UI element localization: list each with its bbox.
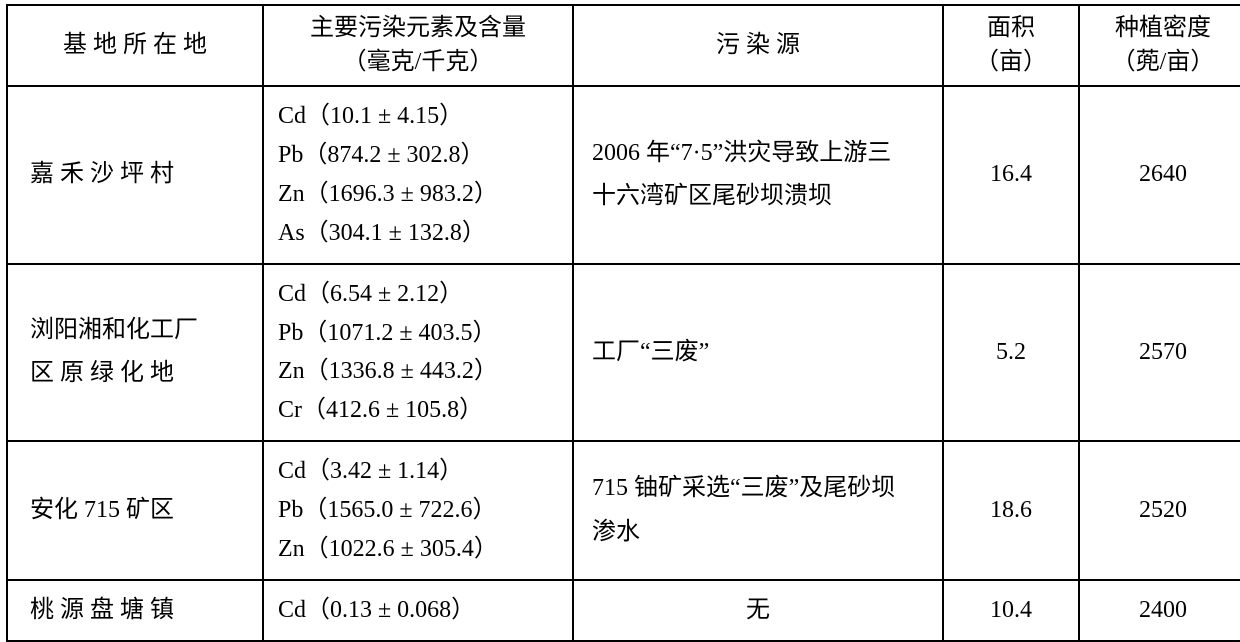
header-text: 面积 <box>987 15 1035 41</box>
pollutant-line: Cr（412.6 ± 105.8） <box>278 397 483 423</box>
location-text: 桃 源 盘 塘 镇 <box>30 597 174 623</box>
cell-area: 10.4 <box>943 580 1079 641</box>
cell-source: 715 铀矿采选“三废”及尾砂坝渗水 <box>573 441 943 580</box>
col-header-area: 面积 （亩） <box>943 5 1079 86</box>
pollutant-line: Pb（874.2 ± 302.8） <box>278 142 485 168</box>
cell-pollutants: Cd（10.1 ± 4.15） Pb（874.2 ± 302.8） Zn（1696.… <box>263 86 573 264</box>
pollutant-line: Cd（0.13 ± 0.068） <box>278 597 475 623</box>
header-row: 基 地 所 在 地 主要污染元素及含量 （毫克/千克） 污 染 源 面积 （亩）… <box>7 5 1240 86</box>
table-body: 嘉 禾 沙 坪 村 Cd（10.1 ± 4.15） Pb（874.2 ± 302.8… <box>7 86 1240 641</box>
source-line: 十六湾矿区尾砂坝溃坝 <box>592 183 832 209</box>
cell-location: 安化 715 矿区 <box>7 441 263 580</box>
table-header: 基 地 所 在 地 主要污染元素及含量 （毫克/千克） 污 染 源 面积 （亩）… <box>7 5 1240 86</box>
cell-density: 2400 <box>1079 580 1240 641</box>
source-line: 工厂“三废” <box>592 339 709 365</box>
header-text: 主要污染元素及含量 <box>310 15 526 41</box>
pollutant-line: Zn（1336.8 ± 443.2） <box>278 358 498 384</box>
cell-area: 16.4 <box>943 86 1079 264</box>
cell-pollutants: Cd（6.54 ± 2.12） Pb（1071.2 ± 403.5） Zn（1336… <box>263 264 573 442</box>
cell-source: 2006 年“7·5”洪灾导致上游三十六湾矿区尾砂坝溃坝 <box>573 86 943 264</box>
cell-source: 无 <box>573 580 943 641</box>
pollutant-line: Zn（1696.3 ± 983.2） <box>278 181 498 207</box>
col-header-density: 种植密度 （蔸/亩） <box>1079 5 1240 86</box>
col-header-location: 基 地 所 在 地 <box>7 5 263 86</box>
header-subtext: （亩） <box>975 49 1047 75</box>
header-subtext: （蔸/亩） <box>1112 49 1215 75</box>
pollutant-line: Pb（1071.2 ± 403.5） <box>278 320 497 346</box>
cell-pollutants: Cd（0.13 ± 0.068） <box>263 580 573 641</box>
pollution-data-table: 基 地 所 在 地 主要污染元素及含量 （毫克/千克） 污 染 源 面积 （亩）… <box>6 4 1240 642</box>
location-text: 嘉 禾 沙 坪 村 <box>30 161 174 187</box>
header-subtext: （毫克/千克） <box>343 49 494 75</box>
pollutant-line: Cd（3.42 ± 1.14） <box>278 458 463 484</box>
cell-density: 2570 <box>1079 264 1240 442</box>
header-text: 种植密度 <box>1115 15 1211 41</box>
header-text: 污 染 源 <box>716 32 800 58</box>
cell-source: 工厂“三废” <box>573 264 943 442</box>
source-line: 无 <box>746 597 770 623</box>
source-line: 715 铀矿采选“三废”及尾砂坝 <box>592 475 895 501</box>
pollutant-line: Cd（6.54 ± 2.12） <box>278 281 463 307</box>
cell-location: 嘉 禾 沙 坪 村 <box>7 86 263 264</box>
cell-density: 2640 <box>1079 86 1240 264</box>
cell-area: 5.2 <box>943 264 1079 442</box>
cell-density: 2520 <box>1079 441 1240 580</box>
pollutant-line: As（304.1 ± 132.8） <box>278 220 486 246</box>
header-text: 基 地 所 在 地 <box>63 32 207 58</box>
cell-location: 桃 源 盘 塘 镇 <box>7 580 263 641</box>
pollutant-line: Pb（1565.0 ± 722.6） <box>278 497 497 523</box>
table-row: 嘉 禾 沙 坪 村 Cd（10.1 ± 4.15） Pb（874.2 ± 302.8… <box>7 86 1240 264</box>
location-text: 区 原 绿 化 地 <box>30 360 174 386</box>
page: 基 地 所 在 地 主要污染元素及含量 （毫克/千克） 污 染 源 面积 （亩）… <box>0 0 1240 561</box>
cell-pollutants: Cd（3.42 ± 1.14） Pb（1565.0 ± 722.6） Zn（1022… <box>263 441 573 580</box>
source-line: 渗水 <box>592 519 640 545</box>
source-line: 2006 年“7·5”洪灾导致上游三 <box>592 140 891 166</box>
col-header-source: 污 染 源 <box>573 5 943 86</box>
pollutant-line: Cd（10.1 ± 4.15） <box>278 103 463 129</box>
table-row: 浏阳湘和化工厂区 原 绿 化 地 Cd（6.54 ± 2.12） Pb（1071.2… <box>7 264 1240 442</box>
col-header-pollutants: 主要污染元素及含量 （毫克/千克） <box>263 5 573 86</box>
pollutant-line: Zn（1022.6 ± 305.4） <box>278 536 498 562</box>
location-text: 安化 715 矿区 <box>30 497 174 523</box>
table-row: 桃 源 盘 塘 镇 Cd（0.13 ± 0.068） 无 10.42400 <box>7 580 1240 641</box>
location-text: 浏阳湘和化工厂 <box>30 317 198 343</box>
cell-location: 浏阳湘和化工厂区 原 绿 化 地 <box>7 264 263 442</box>
table-row: 安化 715 矿区 Cd（3.42 ± 1.14） Pb（1565.0 ± 722.… <box>7 441 1240 580</box>
cell-area: 18.6 <box>943 441 1079 580</box>
